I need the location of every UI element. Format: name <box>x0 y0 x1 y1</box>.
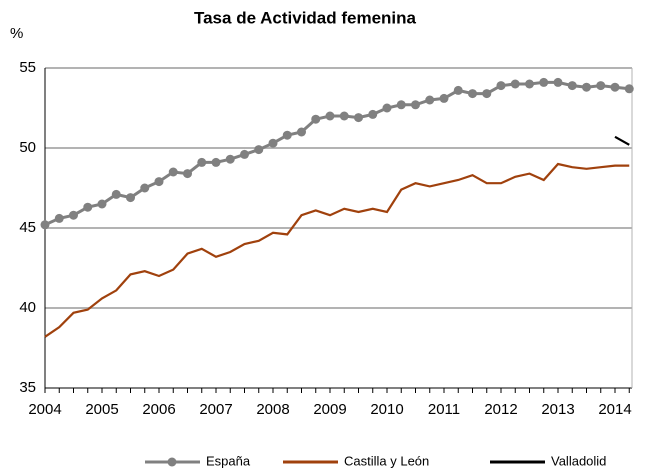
data-point <box>154 177 164 187</box>
x-tick-label: 2005 <box>85 401 118 418</box>
x-tick-label: 2008 <box>256 401 289 418</box>
y-tick-label: 35 <box>19 379 36 396</box>
data-point <box>510 79 520 89</box>
y-tick-label: 55 <box>19 59 36 76</box>
data-point <box>69 210 78 220</box>
data-point <box>325 111 335 121</box>
line-series <box>614 135 630 146</box>
x-tick-label: 2012 <box>484 401 517 418</box>
data-point <box>311 114 321 124</box>
line-series <box>44 162 630 338</box>
data-point <box>83 202 93 212</box>
data-point <box>425 95 435 105</box>
data-point <box>496 81 506 91</box>
data-point <box>240 149 249 159</box>
data-point <box>54 213 64 223</box>
y-tick-label: 40 <box>19 299 36 316</box>
data-point <box>624 84 634 94</box>
data-point <box>411 100 420 110</box>
x-tick-label: 2010 <box>370 401 403 418</box>
data-point <box>596 81 606 91</box>
data-point <box>582 82 591 92</box>
data-point <box>368 109 378 119</box>
data-point <box>282 130 292 140</box>
y-tick-label: 45 <box>19 219 36 236</box>
data-point <box>297 127 306 137</box>
legend-label: Valladolid <box>551 453 606 468</box>
legend-label: España <box>206 453 251 468</box>
data-point <box>126 193 135 203</box>
data-point <box>453 85 463 95</box>
data-point <box>268 138 278 148</box>
data-point <box>140 183 150 193</box>
data-point <box>211 157 221 167</box>
data-point <box>553 77 563 87</box>
x-tick-label: 2013 <box>541 401 574 418</box>
x-tick-label: 2009 <box>313 401 346 418</box>
data-point <box>183 169 192 179</box>
data-point <box>40 220 50 230</box>
data-point <box>197 157 207 167</box>
data-point <box>439 93 449 103</box>
x-tick-label: 2006 <box>142 401 175 418</box>
data-point <box>354 113 363 123</box>
chart-title: Tasa de Actividad femenina <box>194 8 417 27</box>
data-point <box>168 167 178 177</box>
data-point <box>339 111 349 121</box>
y-axis-label: % <box>10 25 23 42</box>
line-series <box>44 80 630 227</box>
data-point <box>396 100 406 110</box>
data-point <box>610 82 620 92</box>
data-point <box>254 145 264 155</box>
data-point <box>111 189 121 199</box>
x-tick-label: 2004 <box>28 401 61 418</box>
x-tick-label: 2007 <box>199 401 232 418</box>
data-point <box>382 103 392 113</box>
x-tick-label: 2011 <box>428 401 460 418</box>
data-point <box>482 89 492 99</box>
y-tick-label: 50 <box>19 139 36 156</box>
data-point <box>567 81 577 91</box>
data-point <box>468 89 477 99</box>
data-point <box>225 154 235 164</box>
data-point <box>97 199 107 209</box>
data-point <box>539 77 549 87</box>
legend-marker <box>167 457 177 467</box>
legend-label: Castilla y León <box>344 453 429 468</box>
data-point <box>525 79 534 89</box>
x-tick-label: 2014 <box>598 401 631 418</box>
